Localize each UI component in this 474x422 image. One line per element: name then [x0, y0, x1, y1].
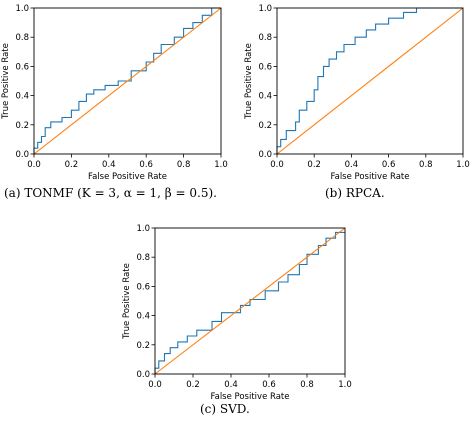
- x-tick-label: 0.2: [307, 160, 321, 170]
- y-axis-label: True Positive Rate: [1, 43, 11, 120]
- y-tick-label: 0.8: [258, 33, 272, 43]
- y-tick-label: 0.6: [258, 62, 272, 72]
- x-tick-label: 0.0: [148, 380, 162, 390]
- chart-panel-svd: 0.0 0.2 0.4 0.6 0.8 1.0 0.0 0.2 0.4 0.6 0.8 1.0 Fals…: [115, 212, 360, 422]
- x-tick-label: 0.4: [102, 160, 116, 170]
- y-tick-label: 0.0: [258, 150, 272, 160]
- y-tick-label: 0.4: [15, 92, 29, 102]
- x-tick-label: 0.0: [270, 160, 284, 170]
- plot-frame: [154, 227, 346, 375]
- x-tick-label: 0.2: [65, 160, 79, 170]
- y-tick-label: 0.4: [258, 92, 272, 102]
- y-tick-label: 0.6: [15, 62, 29, 72]
- roc-curve-line: [154, 231, 345, 374]
- diagonal-reference-line: [33, 7, 222, 155]
- diagonal-reference-line: [276, 7, 464, 155]
- plot-frame: [33, 7, 222, 155]
- roc-curve-line: [276, 7, 463, 154]
- x-tick-label: 1.0: [456, 160, 470, 170]
- y-tick-label: 0.2: [15, 121, 29, 131]
- y-axis-label: True Positive Rate: [244, 43, 254, 120]
- y-axis-label: True Positive Rate: [122, 263, 132, 340]
- x-tick-label: 0.4: [345, 160, 359, 170]
- x-tick-label: 0.8: [300, 380, 314, 390]
- chart-panel-tonmf: 0.0 0.2 0.4 0.6 0.8 1.0 0.0 0.2 0.4 0.6 0.8 1.0 Fals…: [0, 0, 237, 215]
- y-tick-label: 0.0: [136, 370, 150, 380]
- caption-svd: (c) SVD.: [200, 402, 250, 416]
- x-tick-label: 0.8: [177, 160, 191, 170]
- y-tick-label: 0.8: [136, 253, 150, 263]
- x-tick-label: 1.0: [338, 380, 352, 390]
- caption-tonmf: (a) TONMF (K = 3, α = 1, β = 0.5).: [4, 186, 217, 200]
- x-tick-label: 0.6: [382, 160, 396, 170]
- roc-curve-line: [33, 7, 221, 154]
- diagonal-reference-line: [154, 227, 346, 375]
- y-tick-label: 0.2: [136, 341, 150, 351]
- x-axis-label: False Positive Rate: [211, 392, 290, 402]
- y-tick-label: 0.0: [15, 150, 29, 160]
- y-tick-label: 0.2: [258, 121, 272, 131]
- x-axis-label: False Positive Rate: [331, 172, 410, 182]
- x-tick-label: 0.6: [139, 160, 153, 170]
- x-tick-label: 0.8: [419, 160, 433, 170]
- x-tick-label: 0.2: [186, 380, 200, 390]
- x-tick-label: 0.6: [262, 380, 276, 390]
- y-tick-label: 1.0: [258, 4, 272, 14]
- x-tick-label: 0.0: [27, 160, 41, 170]
- roc-chart-tonmf: 0.0 0.2 0.4 0.6 0.8 1.0 0.0 0.2 0.4 0.6 0.8 1.0 Fals…: [1, 4, 228, 182]
- y-tick-label: 0.6: [136, 282, 150, 292]
- y-tick-label: 1.0: [15, 4, 29, 14]
- x-tick-label: 1.0: [214, 160, 228, 170]
- roc-chart-svd: 0.0 0.2 0.4 0.6 0.8 1.0 0.0 0.2 0.4 0.6 0.8 1.0 Fals…: [122, 224, 352, 402]
- plot-frame: [276, 7, 464, 155]
- roc-chart-rpca: 0.0 0.2 0.4 0.6 0.8 1.0 0.0 0.2 0.4 0.6 0.8 1.0 Fals…: [244, 4, 470, 182]
- y-tick-label: 1.0: [136, 224, 150, 234]
- x-axis-label: False Positive Rate: [88, 172, 167, 182]
- x-tick-label: 0.4: [224, 380, 238, 390]
- caption-rpca: (b) RPCA.: [325, 186, 385, 200]
- chart-panel-rpca: 0.0 0.2 0.4 0.6 0.8 1.0 0.0 0.2 0.4 0.6 0.8 1.0 Fals…: [237, 0, 474, 215]
- y-tick-label: 0.8: [15, 33, 29, 43]
- y-tick-label: 0.4: [136, 312, 150, 322]
